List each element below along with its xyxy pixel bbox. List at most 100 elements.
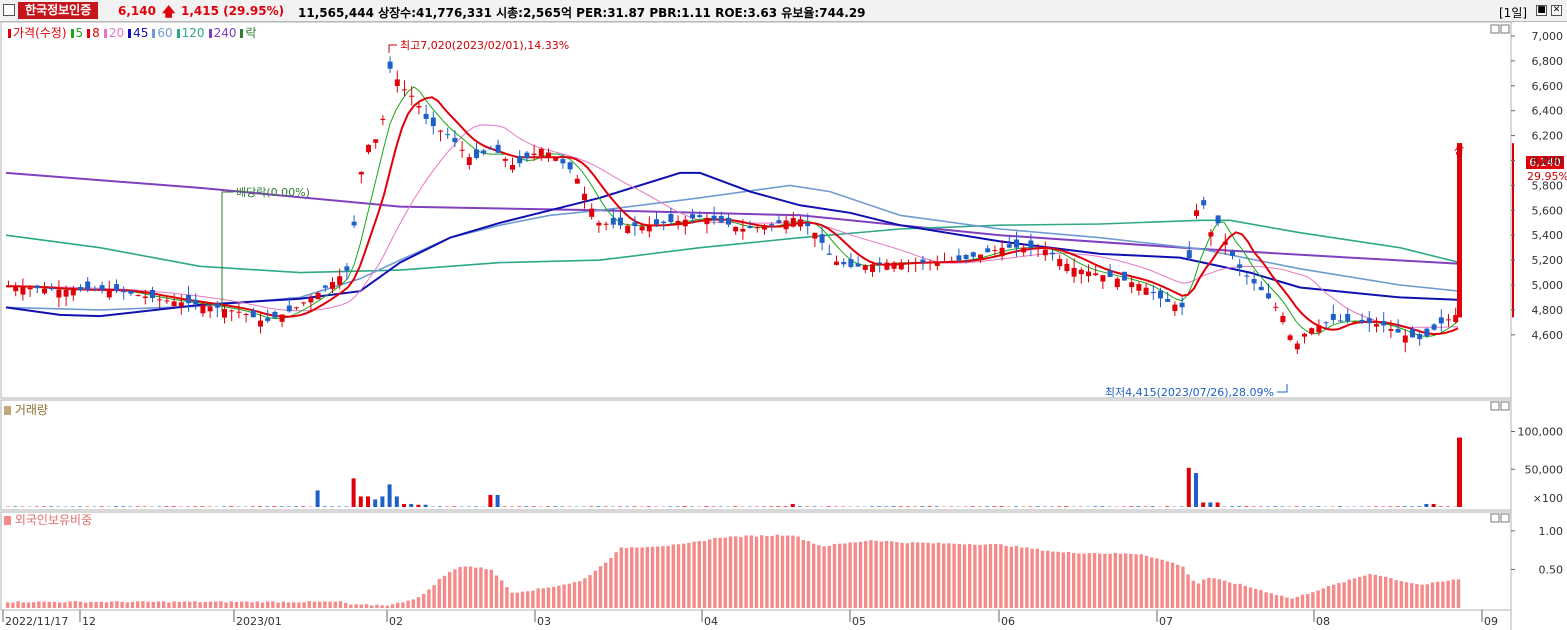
candle-body	[1165, 298, 1171, 302]
candle-body	[690, 214, 695, 219]
foreign-bar	[1181, 566, 1185, 608]
candle-body	[49, 288, 55, 290]
foreign-bar	[1254, 588, 1258, 608]
volume-unit-label: ×100	[1533, 492, 1563, 505]
candle-body	[495, 144, 501, 153]
period-selector[interactable]: [1일]	[1499, 6, 1528, 20]
volume-bar	[366, 496, 370, 507]
candle-body	[1042, 249, 1048, 256]
foreign-bar	[1082, 553, 1086, 608]
upper-limit-label: 상	[1454, 144, 1464, 157]
foreign-bar	[697, 541, 701, 608]
candle-body	[1057, 259, 1063, 267]
x-tick-label: 02	[389, 615, 403, 628]
volume-bars	[6, 437, 1462, 507]
candle-body	[1215, 215, 1221, 224]
foreign-bar	[84, 602, 88, 608]
volume-pane-frame	[0, 399, 1512, 511]
volume-bar	[423, 504, 428, 507]
candle-body	[294, 307, 299, 309]
select-checkbox[interactable]	[3, 4, 15, 16]
candle-body	[913, 262, 919, 264]
pane-max-icon[interactable]	[1490, 401, 1500, 411]
foreign-bar	[1394, 580, 1398, 608]
candle-body	[178, 302, 184, 307]
candle-body	[668, 214, 674, 223]
foreign-bar	[193, 601, 197, 608]
foreign-bar	[1430, 582, 1435, 608]
pane-max-icon[interactable]	[1490, 24, 1500, 34]
candle-body	[798, 219, 803, 227]
y-tick-label: 6,200	[1532, 130, 1564, 143]
volume-bar	[488, 494, 493, 507]
foreign-bar	[276, 602, 280, 608]
volume-bar	[920, 506, 925, 507]
pane-close-icon[interactable]	[1500, 513, 1510, 523]
volume-pane-buttons[interactable]	[1490, 401, 1510, 411]
foreign-bar	[1342, 582, 1346, 608]
foreign-bar	[905, 543, 909, 608]
volume-bar	[1136, 506, 1141, 507]
stock-chart[interactable]: 최고7,020(2023/02/01),14.33% 최저4,415(2023/0…	[0, 22, 1567, 630]
candle-body	[697, 215, 703, 218]
pane-close-icon[interactable]	[1500, 401, 1510, 411]
candle-body	[1302, 333, 1307, 337]
foreign-bar	[16, 601, 20, 608]
candle-body	[394, 79, 400, 87]
volume-bar	[322, 506, 327, 507]
foreign-bar	[1009, 546, 1013, 608]
last-price-text: 6,140	[1529, 156, 1561, 169]
candle-body	[661, 221, 667, 224]
foreign-bar	[557, 585, 561, 608]
volume-bar	[99, 506, 104, 507]
foreign-bar	[333, 601, 337, 608]
volume-bar	[1417, 506, 1422, 507]
foreign-bar	[1238, 583, 1242, 608]
y-tick-label: 5,000	[1532, 279, 1564, 292]
candle-body	[164, 300, 170, 302]
pane-max-icon[interactable]	[1490, 513, 1500, 523]
candle-body	[805, 223, 811, 227]
foreign-bar	[245, 601, 249, 608]
volume-bar	[301, 506, 306, 507]
volume-pane-title: 거래량	[4, 403, 48, 417]
volume-bar	[49, 506, 54, 507]
pane-close-icon[interactable]	[1500, 24, 1510, 34]
volume-bar	[250, 506, 255, 507]
foreign-bar	[338, 601, 343, 608]
foreign-bar	[994, 544, 998, 608]
candle-body	[934, 261, 940, 266]
candle-body	[531, 153, 537, 156]
candle-body	[1330, 313, 1336, 320]
volume-bar	[632, 506, 637, 507]
restore-icon[interactable]: ■	[1536, 5, 1547, 16]
volume-bar	[229, 506, 234, 507]
volume-bar	[387, 484, 392, 507]
candle-body	[1114, 278, 1120, 288]
x-tick-label: 2023/01	[236, 615, 282, 628]
foreign-bar	[427, 589, 431, 608]
dividend-marker	[221, 191, 234, 312]
foreign-bar	[203, 601, 207, 608]
foreign-bar	[286, 602, 291, 608]
legend-item-label: 락	[245, 26, 257, 40]
foreign-bar	[536, 588, 540, 608]
foreign-bar	[1160, 559, 1164, 608]
foreign-bar	[775, 534, 779, 608]
foreign-bar	[760, 535, 764, 608]
foreign-bar	[68, 601, 72, 608]
up-arrow-icon: 🡅	[162, 5, 176, 20]
foreign-bar	[37, 601, 41, 608]
volume-bar	[402, 503, 406, 507]
foreign-pane-buttons[interactable]	[1490, 513, 1510, 523]
volume-bar	[1186, 467, 1191, 507]
candle-body	[1446, 319, 1451, 321]
price-pane-buttons[interactable]	[1490, 24, 1510, 34]
volume-bar	[985, 506, 990, 507]
stock-name[interactable]: 한국정보인증	[18, 2, 99, 19]
volume-bar	[970, 506, 975, 507]
candle-body	[258, 320, 263, 327]
candle-body	[330, 282, 335, 289]
foreign-bar	[390, 604, 395, 608]
close-icon[interactable]: ✕	[1551, 5, 1562, 16]
